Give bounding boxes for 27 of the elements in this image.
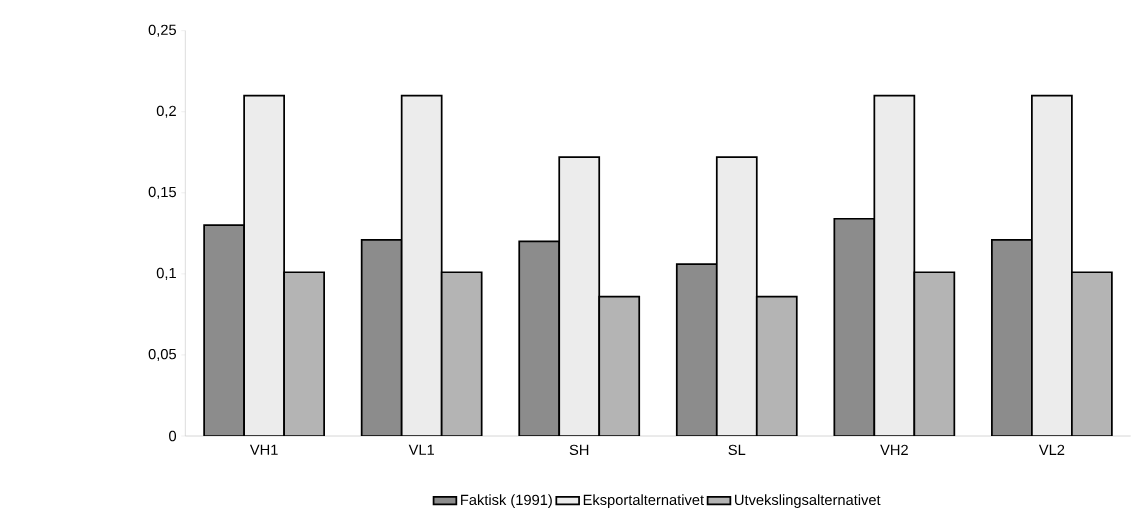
bar: [203, 224, 245, 436]
x-tick-label: SL: [728, 444, 746, 456]
bar: [360, 238, 403, 436]
y-tick-label: 0,15: [148, 186, 176, 199]
bar: [675, 263, 718, 436]
x-tick-label: VL2: [1038, 444, 1065, 455]
x-tick-label: SH: [569, 444, 589, 456]
bar: [873, 94, 916, 436]
bar: [558, 156, 601, 436]
bar: [1031, 94, 1073, 436]
x-tick-label: VH1: [249, 444, 278, 455]
legend-label: Faktisk (1991): [461, 494, 552, 508]
y-tick-label: 0,1: [156, 267, 176, 280]
bar: [518, 240, 561, 436]
y-tick-label: 0,25: [148, 24, 176, 37]
x-tick-label: VH2: [880, 444, 908, 455]
bar: [243, 94, 285, 436]
y-tick-label: 0,2: [156, 105, 176, 118]
legend-label: Eksportalternativet: [583, 494, 704, 508]
bar: [715, 156, 758, 436]
x-tick-label: VL1: [408, 444, 435, 455]
bar: [400, 94, 443, 436]
bar: [991, 238, 1033, 436]
y-tick-label: 0,05: [148, 348, 176, 361]
y-tick-label: 0: [169, 430, 177, 442]
bar: [833, 217, 876, 436]
legend-label: Utvekslingsalternativet: [735, 494, 881, 508]
